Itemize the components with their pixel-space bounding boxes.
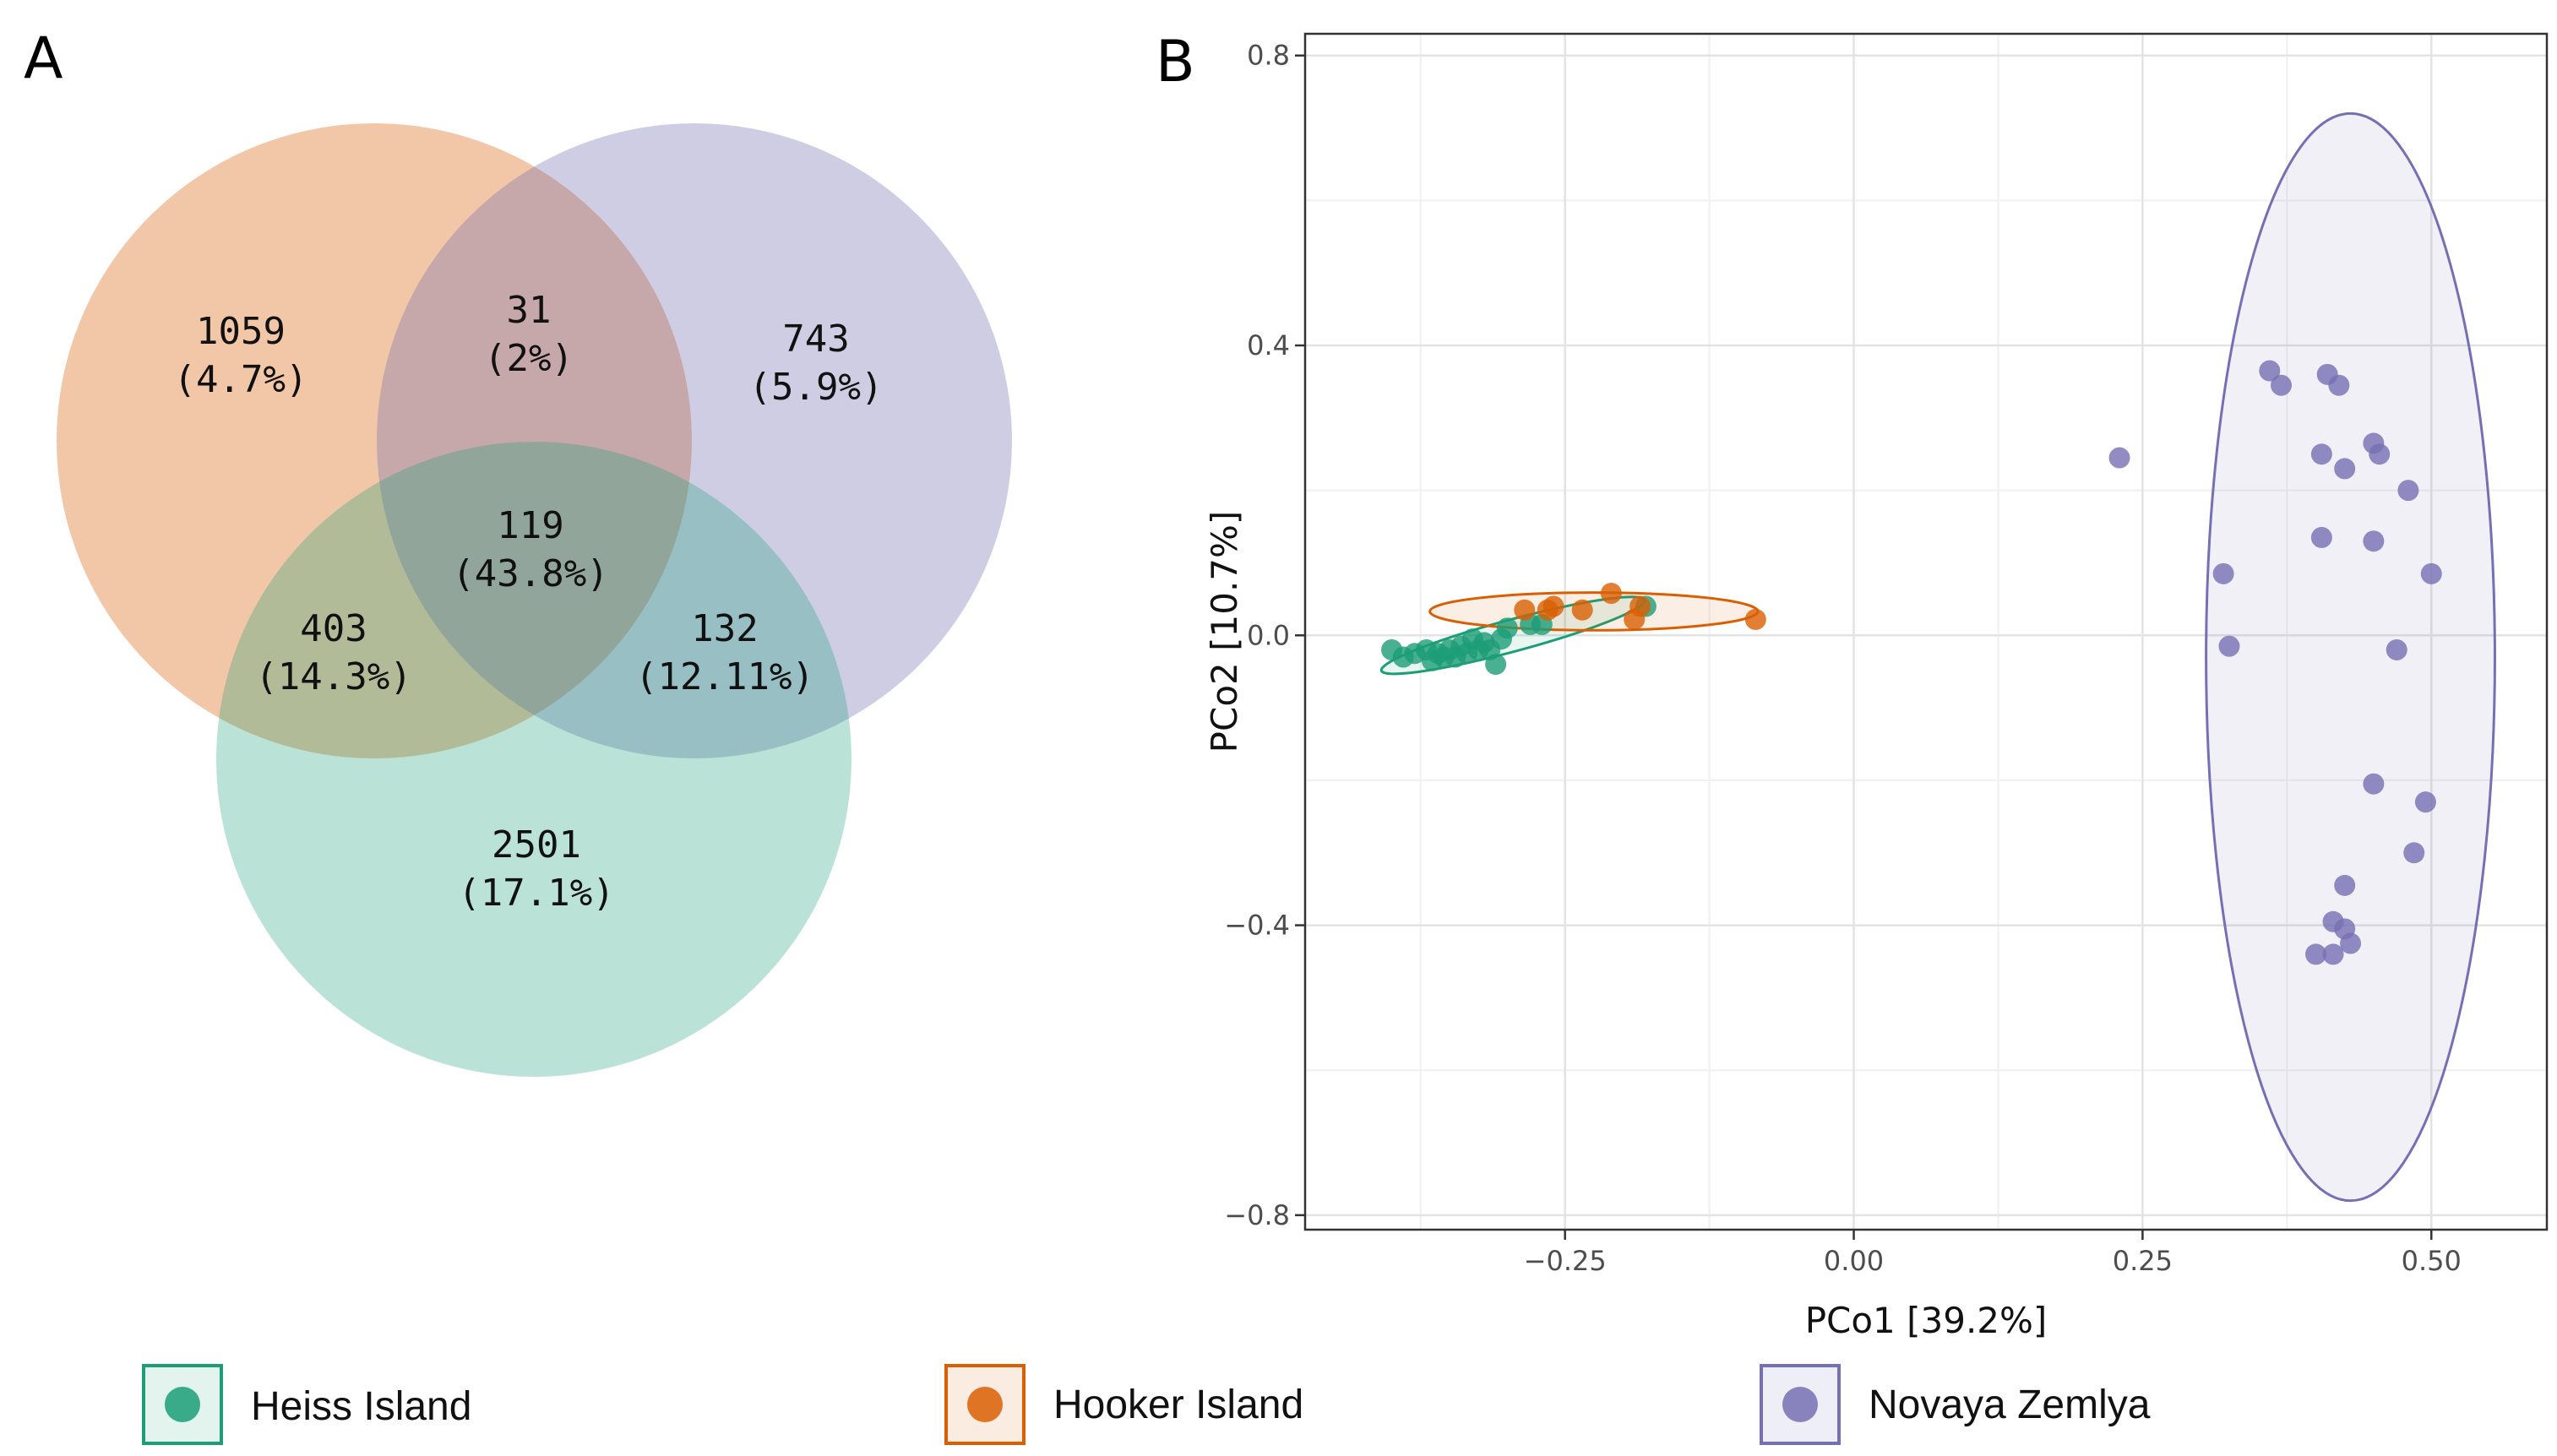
point-novaya bbox=[2386, 638, 2407, 660]
x-tick-label: 0.50 bbox=[2402, 1245, 2462, 1277]
point-novaya bbox=[2363, 773, 2385, 795]
venn-circle-novaya bbox=[377, 123, 1012, 758]
legend-label-heiss: Heiss Island bbox=[251, 1384, 471, 1429]
legend-dot-heiss bbox=[165, 1387, 200, 1422]
point-novaya bbox=[2328, 374, 2350, 396]
legend-label-novaya: Novaya Zemlya bbox=[1869, 1383, 2151, 1427]
point-novaya bbox=[2420, 562, 2442, 584]
panel-label-b: B bbox=[1156, 29, 1195, 95]
venn-count-hooker-heiss: 403 bbox=[300, 607, 367, 650]
legend: Heiss Island Hooker Island Novaya Zemlya bbox=[142, 1364, 2151, 1445]
x-tick-label: 0.25 bbox=[2113, 1245, 2173, 1277]
point-novaya bbox=[2334, 874, 2356, 896]
point-novaya bbox=[2322, 943, 2344, 965]
axis-ticks: −0.25 0.00 0.25 0.50 −0.8 −0.4 0.0 0.4 0.8 bbox=[1224, 40, 2462, 1277]
venn-percent-hooker-only: (4.7%) bbox=[174, 358, 308, 401]
legend-dot-hooker bbox=[967, 1387, 1003, 1422]
venn-diagram: 1059 (4.7%) 31 (2%) 743 (5.9%) 119 (43.8… bbox=[57, 123, 1012, 1077]
pcoa-plot: −0.25 0.00 0.25 0.50 −0.8 −0.4 0.0 0.4 0.8 PCo1 … bbox=[1204, 32, 2549, 1341]
point-novaya bbox=[2363, 530, 2385, 552]
point-novaya bbox=[2310, 526, 2332, 548]
point-novaya bbox=[2369, 443, 2391, 465]
x-tick-label: 0.00 bbox=[1824, 1245, 1884, 1277]
venn-percent-hooker-novaya: (2%) bbox=[484, 337, 574, 380]
venn-percent-hooker-heiss: (14.3%) bbox=[255, 655, 411, 698]
venn-percent-heiss-only: (17.1%) bbox=[458, 872, 614, 915]
point-novaya bbox=[2414, 791, 2436, 813]
point-novaya bbox=[2108, 447, 2130, 469]
venn-circle-heiss bbox=[216, 442, 851, 1077]
y-tick-label: −0.4 bbox=[1224, 910, 1290, 942]
point-hooker bbox=[1514, 599, 1536, 621]
y-tick-label: 0.8 bbox=[1247, 40, 1290, 72]
legend-item-hooker: Hooker Island bbox=[944, 1364, 1303, 1445]
x-axis-title: PCo1 [39.2%] bbox=[1805, 1300, 2048, 1341]
point-novaya bbox=[2340, 932, 2362, 954]
venn-count-novaya-only: 743 bbox=[782, 318, 849, 361]
y-tick-label: −0.8 bbox=[1224, 1199, 1290, 1231]
point-hooker bbox=[1629, 595, 1651, 617]
x-tick-label: −0.25 bbox=[1524, 1245, 1607, 1277]
point-novaya bbox=[2403, 842, 2425, 864]
point-novaya bbox=[2218, 635, 2240, 657]
point-novaya bbox=[2270, 374, 2292, 396]
y-axis-title: PCo2 [10.7%] bbox=[1204, 511, 1245, 753]
panel-label-a: A bbox=[24, 25, 63, 92]
legend-dot-novaya bbox=[1782, 1387, 1818, 1422]
venn-count-hooker-novaya: 31 bbox=[507, 289, 552, 332]
legend-item-heiss: Heiss Island bbox=[142, 1364, 471, 1445]
venn-percent-all: (43.8%) bbox=[452, 552, 608, 595]
legend-item-novaya: Novaya Zemlya bbox=[1760, 1364, 2151, 1445]
point-hooker bbox=[1542, 595, 1564, 617]
point-novaya bbox=[2212, 562, 2234, 584]
point-hooker bbox=[1571, 599, 1593, 621]
y-tick-label: 0.4 bbox=[1247, 329, 1290, 361]
venn-percent-novaya-only: (5.9%) bbox=[749, 366, 884, 409]
point-hooker bbox=[1600, 583, 1622, 605]
plot-frame bbox=[1303, 32, 2549, 1231]
ellipse-novaya bbox=[2205, 111, 2496, 1203]
venn-count-novaya-heiss: 132 bbox=[691, 607, 758, 650]
venn-count-all: 119 bbox=[497, 504, 563, 547]
venn-percent-novaya-heiss: (12.11%) bbox=[635, 655, 814, 698]
point-novaya bbox=[2334, 458, 2356, 480]
point-heiss bbox=[1496, 617, 1518, 639]
point-hooker bbox=[1744, 608, 1766, 630]
point-heiss bbox=[1485, 654, 1507, 676]
venn-count-heiss-only: 2501 bbox=[492, 823, 581, 867]
venn-count-hooker-only: 1059 bbox=[196, 310, 286, 353]
point-novaya bbox=[2259, 360, 2281, 382]
point-novaya bbox=[2310, 443, 2332, 465]
data-points bbox=[1381, 360, 2442, 965]
y-tick-label: 0.0 bbox=[1247, 619, 1290, 651]
point-novaya bbox=[2397, 480, 2419, 502]
legend-label-hooker: Hooker Island bbox=[1053, 1383, 1303, 1427]
venn-circle-hooker bbox=[57, 123, 692, 758]
point-novaya bbox=[2305, 943, 2327, 965]
ellipse-hooker bbox=[1428, 591, 1760, 632]
